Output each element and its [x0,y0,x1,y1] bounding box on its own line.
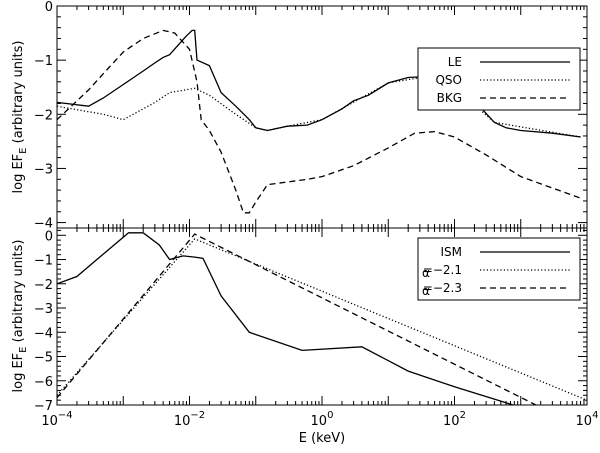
legend-label: ISM [440,245,462,259]
series-line [57,29,581,214]
y-axis-label: log EFE (arbitrary units) [11,240,29,393]
legend-box [417,237,581,301]
legend-label: BKG [437,91,462,105]
legend-label: =−2.3 [423,281,462,295]
legend-label: =−2.1 [423,263,462,277]
top-panel: 0 −1 −2 −3 −4 log EFE (arbitrary units) LE QSO B… [11,0,588,232]
y-tick-label: −3 [34,302,53,317]
y-tick-label: −7 [34,399,53,414]
y-tick-label: 0 [45,0,53,15]
x-tick-label: 102 [443,410,466,429]
y-tick-label: −3 [34,162,53,177]
x-axis-label: E (keV) [299,431,345,446]
y-tick-label: −2 [34,108,53,123]
x-tick-label: 104 [576,410,599,429]
legend-symbol: α [422,284,430,298]
y-tick-label: −5 [34,351,53,366]
y-tick-label: −1 [34,54,53,69]
y-tick-label: −4 [34,326,53,341]
legend-label: LE [448,55,462,69]
y-tick-label: −6 [34,375,53,390]
x-tick-label: 100 [311,410,334,429]
y-tick-label: −4 [34,217,53,232]
legend-symbol: α [422,266,430,280]
series-line [57,233,538,405]
x-tick-label: 10−2 [174,410,205,429]
y-axis-label: log EFE (arbitrary units) [11,41,29,194]
series-line [57,238,587,401]
legend-box [417,47,581,111]
series-line [57,232,516,405]
legend-label: QSO [435,73,462,87]
plot-frame [56,5,588,229]
y-tick-label: −2 [34,278,53,293]
y-tick-label: 0 [45,229,53,244]
y-tick-label: −1 [34,254,53,269]
